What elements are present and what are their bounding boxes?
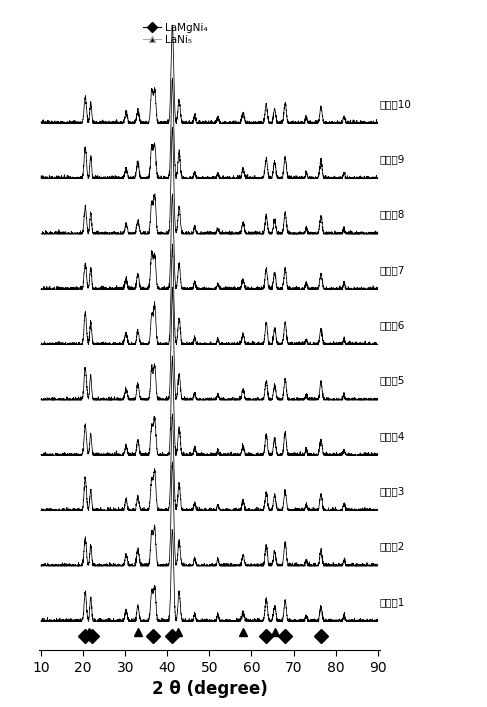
- Text: 实施兣3: 实施兣3: [380, 486, 405, 496]
- Text: 实施兣2: 实施兣2: [380, 542, 405, 551]
- Text: 实施兣8: 实施兣8: [380, 209, 405, 219]
- Text: 实施捣10: 实施捣10: [380, 99, 412, 109]
- Text: 实施兣6: 实施兣6: [380, 320, 405, 330]
- Legend: LaMgNi₄, LaNi₅: LaMgNi₄, LaNi₅: [143, 23, 208, 45]
- Text: 实施兣5: 实施兣5: [380, 375, 405, 385]
- Text: 实施兣1: 实施兣1: [380, 597, 405, 607]
- Text: 实施兣7: 实施兣7: [380, 265, 405, 275]
- Text: 实施兣9: 实施兣9: [380, 154, 405, 164]
- Text: 实施兣4: 实施兣4: [380, 431, 405, 440]
- X-axis label: 2 θ (degree): 2 θ (degree): [151, 680, 267, 699]
